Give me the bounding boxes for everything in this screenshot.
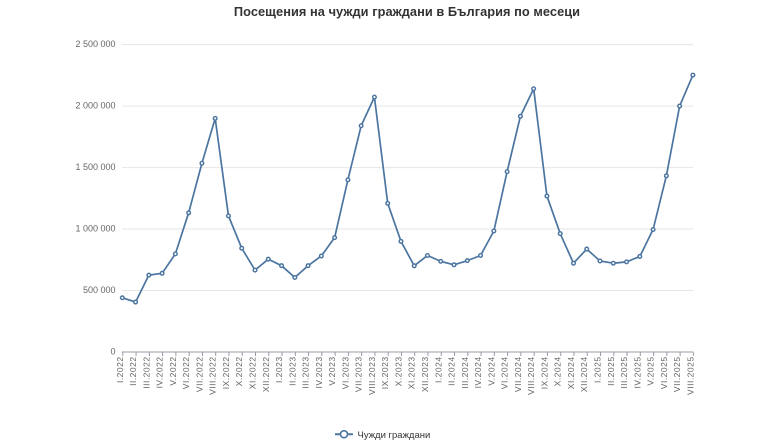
svg-text:IX.2023: IX.2023 — [380, 356, 390, 389]
svg-text:VIII.2023: VIII.2023 — [367, 356, 377, 395]
svg-text:X.2023: X.2023 — [393, 356, 403, 386]
svg-text:VII.2024: VII.2024 — [513, 356, 523, 392]
svg-text:Чужди граждани: Чужди граждани — [358, 430, 431, 441]
svg-text:III.2022: III.2022 — [141, 356, 151, 388]
svg-text:II.2022: II.2022 — [128, 356, 138, 386]
svg-text:1 500 000: 1 500 000 — [75, 162, 115, 172]
svg-text:X.2022: X.2022 — [234, 356, 244, 386]
svg-text:2 000 000: 2 000 000 — [75, 101, 115, 111]
svg-text:IV.2025: IV.2025 — [632, 356, 642, 388]
svg-text:VI.2024: VI.2024 — [500, 356, 510, 389]
svg-text:VIII.2022: VIII.2022 — [208, 356, 218, 395]
svg-text:I.2024: I.2024 — [433, 356, 443, 383]
svg-text:0: 0 — [110, 347, 115, 357]
svg-text:VI.2025: VI.2025 — [659, 356, 669, 389]
svg-text:2 500 000: 2 500 000 — [75, 39, 115, 49]
svg-text:V.2023: V.2023 — [327, 356, 337, 385]
svg-text:VIII.2025: VIII.2025 — [685, 356, 695, 395]
svg-text:II.2023: II.2023 — [287, 356, 297, 386]
svg-text:500 000: 500 000 — [83, 285, 116, 295]
svg-text:II.2024: II.2024 — [447, 356, 457, 386]
svg-text:XII.2023: XII.2023 — [420, 356, 430, 392]
svg-text:I.2022: I.2022 — [115, 356, 125, 383]
svg-text:V.2022: V.2022 — [168, 356, 178, 385]
svg-text:VII.2023: VII.2023 — [354, 356, 364, 392]
svg-text:IX.2024: IX.2024 — [539, 356, 549, 389]
svg-text:IX.2022: IX.2022 — [221, 356, 231, 389]
svg-text:I.2025: I.2025 — [593, 356, 603, 383]
svg-text:IV.2022: IV.2022 — [155, 356, 165, 388]
svg-text:VII.2022: VII.2022 — [194, 356, 204, 392]
svg-text:VIII.2024: VIII.2024 — [526, 356, 536, 395]
svg-text:IV.2024: IV.2024 — [473, 356, 483, 388]
svg-text:III.2023: III.2023 — [301, 356, 311, 388]
svg-text:III.2024: III.2024 — [460, 356, 470, 388]
svg-text:IV.2023: IV.2023 — [314, 356, 324, 388]
svg-text:VI.2023: VI.2023 — [340, 356, 350, 389]
svg-text:1 000 000: 1 000 000 — [75, 224, 115, 234]
svg-text:XII.2022: XII.2022 — [261, 356, 271, 392]
svg-text:Посещения на чужди граждани в: Посещения на чужди граждани в България п… — [234, 4, 580, 19]
svg-text:X.2024: X.2024 — [553, 356, 563, 386]
svg-text:XI.2022: XI.2022 — [248, 356, 258, 389]
svg-text:V.2025: V.2025 — [646, 356, 656, 385]
svg-text:II.2025: II.2025 — [606, 356, 616, 386]
svg-text:VI.2022: VI.2022 — [181, 356, 191, 389]
svg-text:I.2023: I.2023 — [274, 356, 284, 383]
svg-text:V.2024: V.2024 — [486, 356, 496, 385]
svg-text:VII.2025: VII.2025 — [672, 356, 682, 392]
svg-text:XI.2023: XI.2023 — [407, 356, 417, 389]
svg-text:III.2025: III.2025 — [619, 356, 629, 388]
svg-text:XI.2024: XI.2024 — [566, 356, 576, 389]
svg-text:XII.2024: XII.2024 — [579, 356, 589, 392]
